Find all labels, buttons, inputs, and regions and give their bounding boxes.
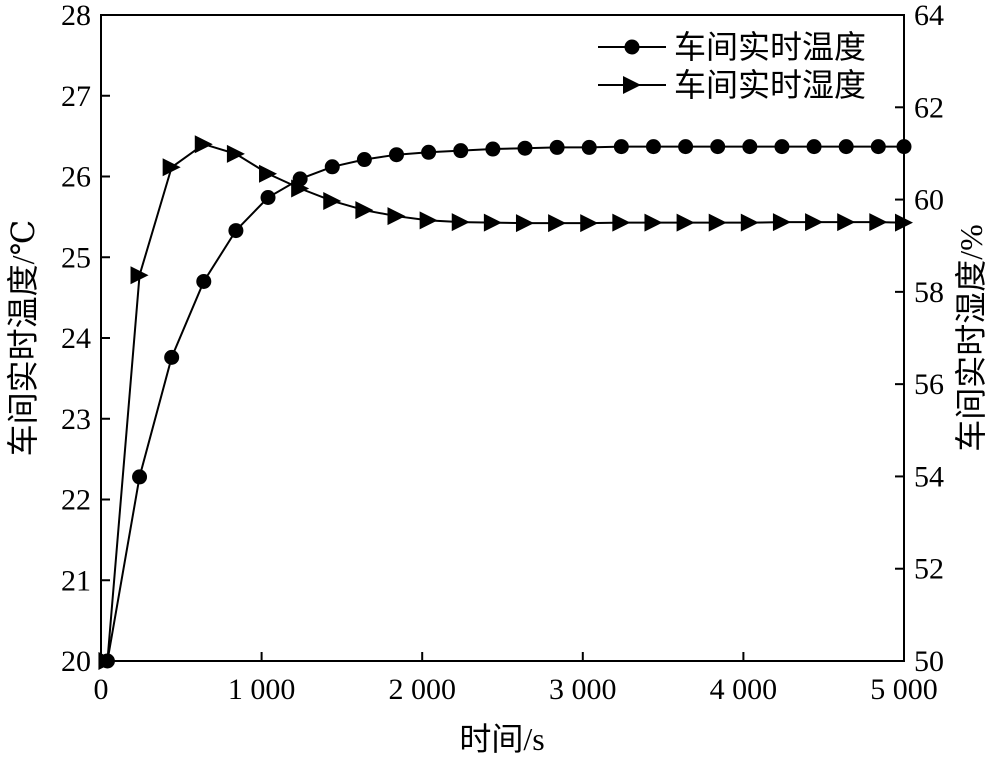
data-point	[130, 266, 149, 285]
data-point	[259, 164, 278, 183]
data-point	[194, 135, 213, 154]
data-point	[772, 213, 791, 232]
data-point	[895, 213, 913, 232]
data-point	[228, 223, 244, 239]
data-point	[196, 273, 212, 289]
y-left-tick-label: 26	[61, 161, 91, 194]
data-point	[453, 143, 469, 159]
series-layer	[98, 135, 913, 670]
legend-marker	[623, 76, 641, 94]
data-point	[870, 139, 886, 155]
legend-marker	[624, 39, 640, 55]
y-right-tick-label: 58	[914, 276, 944, 309]
x-tick-label: 4 000	[710, 673, 778, 706]
y-left-tick-label: 27	[61, 80, 91, 113]
legend-label: 车间实时湿度	[674, 67, 866, 103]
data-point	[548, 214, 567, 233]
data-point	[580, 214, 599, 233]
data-point	[869, 213, 888, 232]
data-point	[451, 213, 470, 232]
data-point	[389, 147, 405, 163]
x-tick-label: 3 000	[549, 673, 617, 706]
plot-area-frame	[100, 14, 905, 662]
y-right-tick-label: 50	[914, 645, 944, 678]
x-tick-label: 1 000	[228, 673, 296, 706]
y-left-tick-label: 23	[61, 403, 91, 436]
data-point	[419, 211, 438, 230]
axes: 0 1 000 2 000 3 000 4 000 5 000 20 21 22 23 24 25 26…	[61, 0, 944, 706]
y-left-tick-label: 25	[61, 241, 91, 274]
data-point	[678, 139, 694, 155]
data-point	[485, 141, 501, 157]
data-point	[355, 201, 374, 220]
data-point	[421, 144, 437, 160]
y-right-tick-label: 52	[914, 553, 944, 586]
data-point	[164, 349, 180, 365]
data-point	[581, 139, 597, 155]
y-left-tick-label: 22	[61, 484, 91, 517]
data-point	[708, 213, 727, 232]
x-axis-title: 时间/s	[459, 721, 544, 757]
data-point	[549, 139, 565, 155]
data-point	[710, 139, 726, 155]
y-right-tick-label: 56	[914, 368, 944, 401]
data-point	[291, 179, 310, 198]
data-point	[896, 139, 912, 155]
x-tick-label: 0	[94, 673, 109, 706]
x-tick-label: 5 000	[870, 673, 938, 706]
data-point	[838, 139, 854, 155]
data-point	[260, 189, 276, 205]
y-right-tick-label: 62	[914, 91, 944, 124]
y-left-tick-label: 24	[61, 322, 91, 355]
data-point	[356, 152, 372, 168]
data-point	[644, 213, 663, 232]
y-right-tick-label: 64	[914, 0, 944, 32]
data-point	[612, 213, 631, 232]
y-right-tick-label: 54	[914, 460, 944, 493]
data-point	[162, 158, 181, 177]
data-point	[226, 144, 245, 163]
data-point	[323, 191, 342, 210]
legend-label: 车间实时温度	[674, 29, 866, 65]
data-point	[742, 139, 758, 155]
data-point	[676, 213, 695, 232]
data-point	[740, 213, 759, 232]
data-point	[806, 139, 822, 155]
data-point	[774, 139, 790, 155]
y-left-tick-label: 21	[61, 564, 91, 597]
data-point	[483, 213, 502, 232]
data-point	[387, 207, 406, 226]
data-point	[837, 213, 856, 232]
data-point	[98, 652, 117, 670]
y-axis-left-title: 车间实时温度/℃	[5, 220, 41, 457]
data-point	[613, 139, 629, 155]
legend-entry: 车间实时温度	[598, 29, 866, 65]
x-tick-label: 2 000	[388, 673, 456, 706]
data-point	[517, 140, 533, 156]
data-point	[805, 213, 824, 232]
y-left-tick-label: 20	[61, 645, 91, 678]
data-point	[515, 214, 534, 233]
y-axis-right-title: 车间实时湿度/%	[953, 224, 989, 452]
series-1	[99, 139, 912, 669]
y-right-tick-label: 60	[914, 184, 944, 217]
data-point	[645, 139, 661, 155]
series-2	[98, 135, 913, 670]
legend-entry: 车间实时湿度	[598, 67, 866, 103]
y-left-tick-label: 28	[61, 0, 91, 32]
data-point	[132, 469, 148, 485]
data-point	[324, 159, 340, 175]
